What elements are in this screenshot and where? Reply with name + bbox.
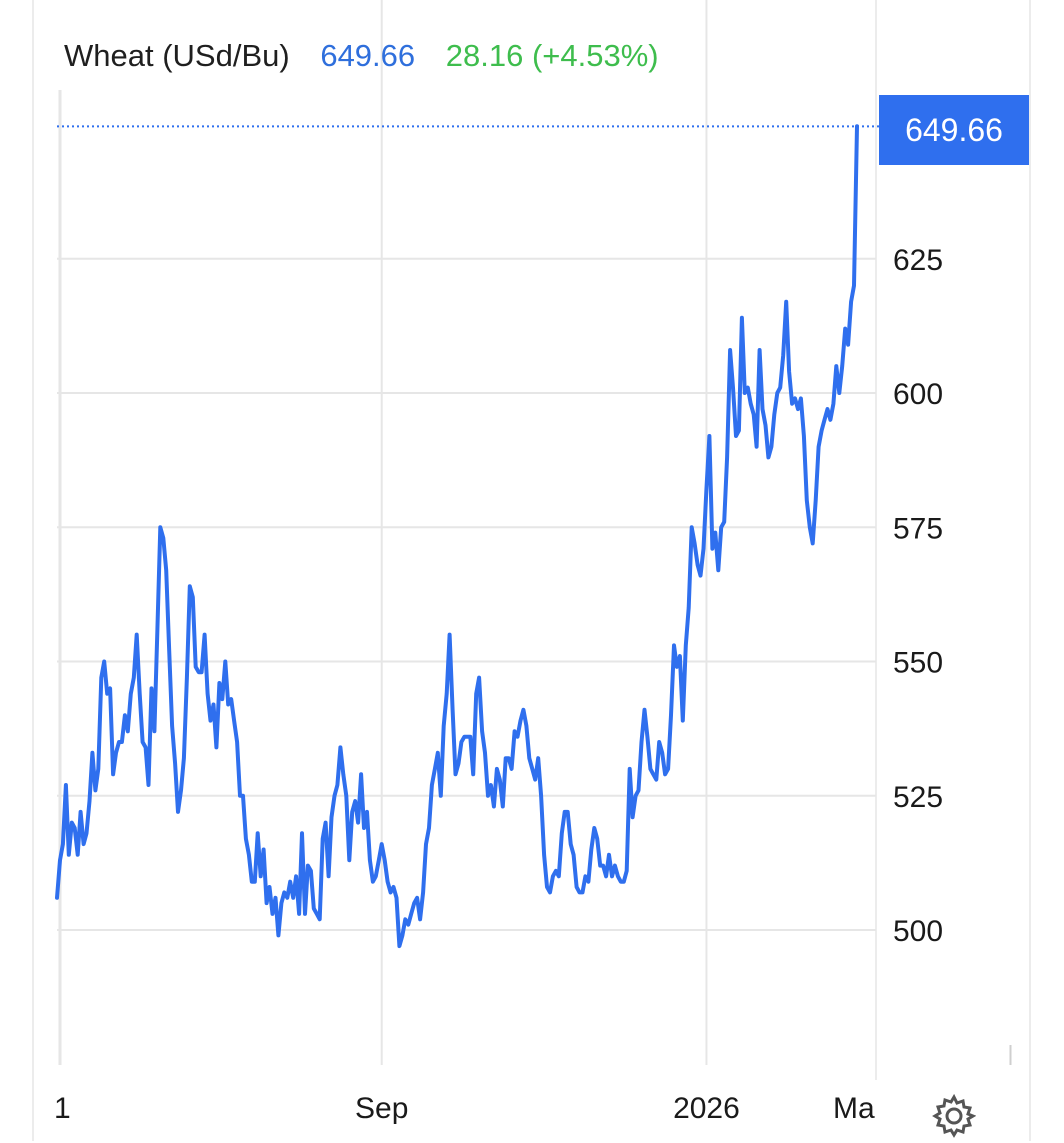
- instrument-change: 28.16 (+4.53%): [445, 38, 659, 73]
- x-axis: 1 Sep 2026 Ma: [54, 1092, 875, 1125]
- x-tick-label: Sep: [355, 1092, 408, 1125]
- current-price-tag: 649.66: [879, 95, 1029, 165]
- x-tick-label: Ma: [833, 1092, 875, 1125]
- y-tick-label: 500: [893, 915, 943, 948]
- y-tick-label: 550: [893, 647, 943, 680]
- chart-legend: Wheat (USd/Bu) 649.66 28.16 (+4.53%): [64, 36, 681, 76]
- y-tick-label: 625: [893, 244, 943, 277]
- y-tick-label: 600: [893, 378, 943, 411]
- instrument-price: 649.66: [320, 38, 416, 73]
- y-tick-label: 575: [893, 512, 943, 545]
- grid: [32, 0, 1031, 1141]
- x-tick-label: 1: [54, 1092, 71, 1125]
- x-tick-label: 2026: [673, 1092, 740, 1125]
- instrument-name: Wheat (USd/Bu): [64, 38, 290, 73]
- gear-icon[interactable]: [932, 1093, 977, 1138]
- y-tick-label: 525: [893, 781, 943, 814]
- series-layer: [55, 124, 859, 949]
- y-axis: 500 525 550 575 600 625: [893, 244, 943, 948]
- series-line: [55, 124, 859, 949]
